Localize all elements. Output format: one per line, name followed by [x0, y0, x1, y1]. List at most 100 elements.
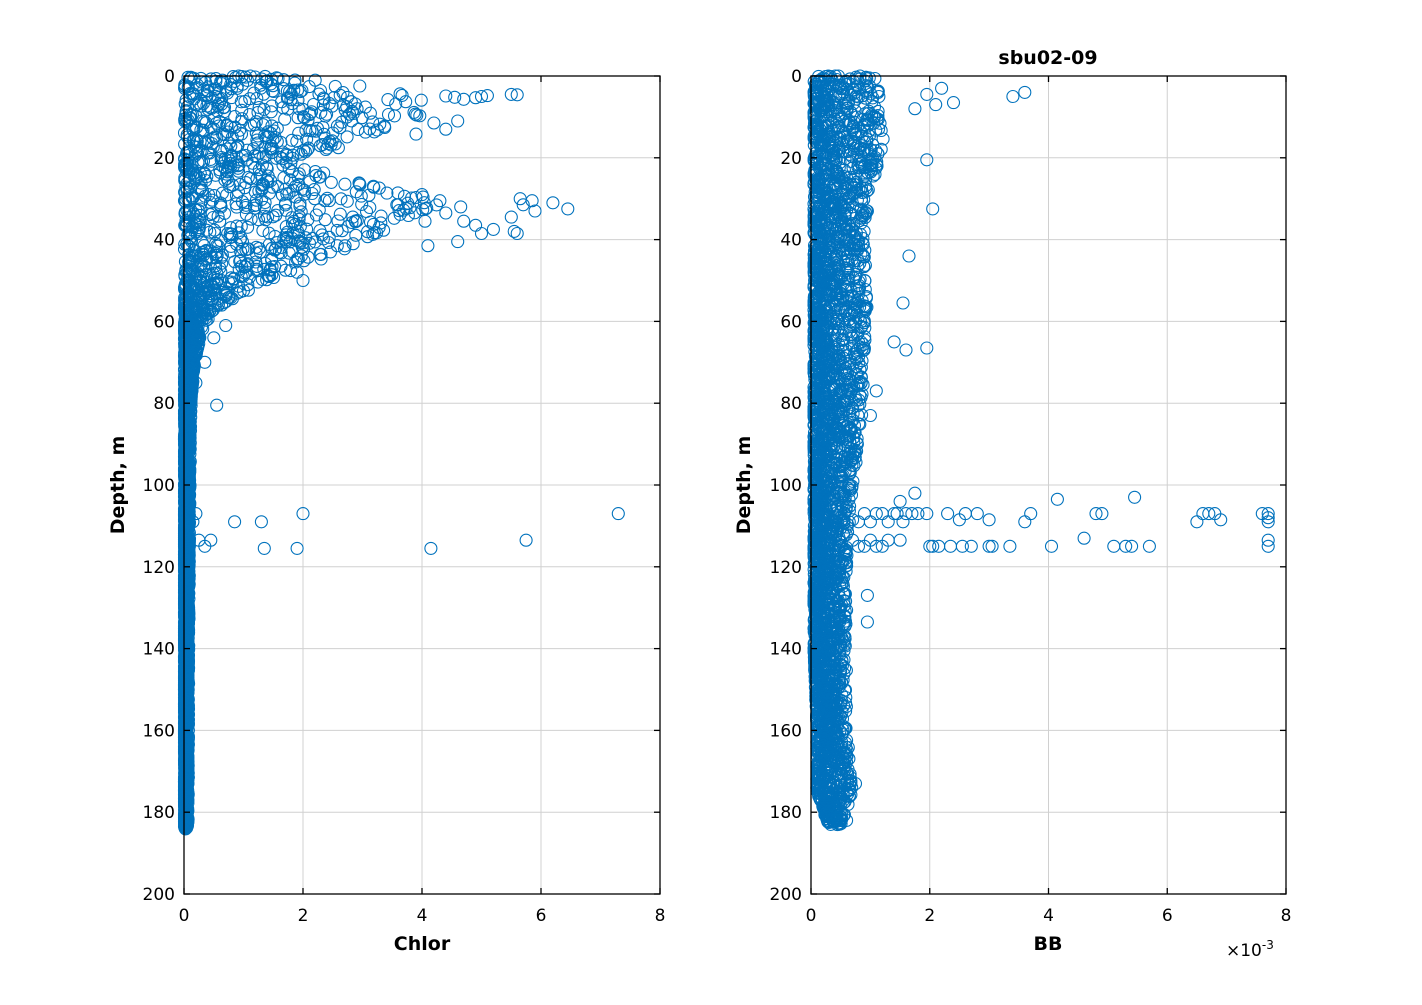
chlor-data-point	[387, 109, 402, 123]
chlor-data-point	[224, 78, 238, 92]
chlor-data-point	[190, 146, 204, 160]
chlor-data-point	[297, 254, 311, 268]
chlor-y-tick-label: 0	[164, 67, 175, 87]
chlor-data-point	[242, 270, 256, 284]
chlor-data-point	[296, 110, 311, 124]
chlor-data-point	[319, 142, 333, 157]
chlor-data-point	[266, 210, 280, 224]
chlor-data-point	[251, 275, 265, 289]
chlor-data-point	[361, 230, 375, 244]
chlor-data-point	[214, 153, 228, 167]
chlor-data-point	[363, 106, 377, 120]
chlor-data-point	[296, 102, 310, 116]
chlor-data-point	[293, 234, 307, 248]
chlor-data-point	[296, 236, 310, 250]
chlor-data-point	[345, 215, 359, 230]
chlor-y-axis-label: Depth, m	[107, 436, 129, 535]
chlor-data-point	[293, 199, 307, 213]
chlor-data-point	[333, 207, 347, 221]
chlor-data-point	[291, 111, 305, 125]
chlor-x-axis-label: Chlor	[394, 933, 451, 955]
chlor-data-point	[228, 255, 242, 269]
chlor-data-point	[238, 200, 253, 215]
chlor-data-point	[230, 200, 244, 214]
chlor-data-point	[309, 124, 323, 138]
chlor-data-point	[318, 194, 332, 208]
chlor-data-point	[320, 191, 334, 205]
chlor-data-point	[257, 87, 271, 101]
chlor-data-point	[313, 170, 327, 184]
chlor-data-point	[214, 200, 228, 214]
chlor-data-point	[335, 224, 349, 238]
chlor-data-point	[354, 189, 368, 203]
chlor-data-point	[262, 269, 276, 284]
chlor-data-point	[297, 183, 311, 197]
chlor-data-point	[322, 230, 336, 244]
chlor-data-point	[323, 245, 338, 259]
chlor-data-point	[297, 111, 311, 125]
chlor-data-point	[303, 123, 317, 138]
chlor-data-point	[256, 223, 270, 238]
chlor-data-point	[366, 115, 380, 129]
chlor-data-point	[344, 114, 359, 128]
chlor-data-point	[291, 83, 305, 97]
chlor-data-point	[395, 88, 409, 102]
chlor-data-point	[314, 252, 328, 266]
chlor-data-point	[260, 273, 274, 287]
chlor-x-tick-label: 6	[536, 906, 547, 926]
chlor-data-point	[232, 279, 246, 293]
chlor-data-point	[353, 177, 367, 191]
chlor-data-point	[279, 155, 293, 169]
chlor-data-point	[244, 172, 258, 186]
chlor-y-tick-label: 100	[143, 476, 175, 496]
chlor-data-point	[271, 179, 285, 194]
chlor-data-point	[340, 194, 354, 208]
chlor-data-point	[351, 122, 365, 137]
chlor-data-point	[220, 167, 234, 181]
chlor-data-point	[194, 99, 208, 113]
chlor-x-tick-label: 0	[179, 906, 190, 926]
chlor-x-tick-label: 2	[298, 906, 309, 926]
chlor-data-point	[270, 121, 284, 135]
chlor-data-point	[366, 179, 380, 193]
chlor-data-point	[340, 90, 355, 104]
chlor-data-point	[289, 190, 303, 204]
chlor-data-point	[343, 107, 357, 121]
chlor-data-point	[265, 253, 279, 267]
chlor-data-point	[324, 138, 338, 152]
chlor-data-point	[249, 246, 263, 260]
chlor-data-point	[264, 126, 278, 140]
chlor-data-point	[399, 95, 413, 109]
chlor-data-point	[275, 188, 289, 202]
chlor-data-point	[234, 95, 248, 109]
chlor-x-tick-label: 4	[417, 906, 428, 926]
chlor-data-point	[244, 212, 258, 226]
chlor-y-tick-label: 140	[143, 640, 175, 660]
chlor-data-point	[340, 110, 354, 124]
chlor-data-point	[380, 186, 394, 200]
chlor-data-point	[265, 180, 279, 194]
chlor-data-point	[291, 170, 305, 184]
chlor-data-point	[299, 123, 313, 137]
chlor-data-point	[224, 82, 239, 96]
chlor-data-point	[301, 213, 315, 227]
chlor-data-point	[284, 156, 298, 171]
chlor-data-point	[234, 219, 248, 234]
chlor-data-point	[413, 109, 427, 123]
chlor-data-point	[317, 166, 331, 180]
chlor-data-point	[204, 121, 218, 135]
chlor-data-point	[358, 125, 372, 139]
chlor-y-tick-label: 80	[153, 394, 175, 414]
chlor-data-point	[320, 141, 334, 155]
chlor-data-point	[294, 147, 308, 161]
chlor-data-point	[194, 181, 208, 195]
chlor-data-point	[276, 152, 290, 166]
chlor-data-point	[313, 247, 327, 261]
chlor-y-tick-label: 120	[143, 558, 175, 578]
chlor-data-point	[211, 209, 225, 223]
chlor-data-point	[261, 210, 275, 224]
chlor-data-point	[203, 100, 217, 114]
chlor-y-tick-label: 60	[153, 312, 175, 332]
chlor-data-point	[324, 175, 338, 189]
